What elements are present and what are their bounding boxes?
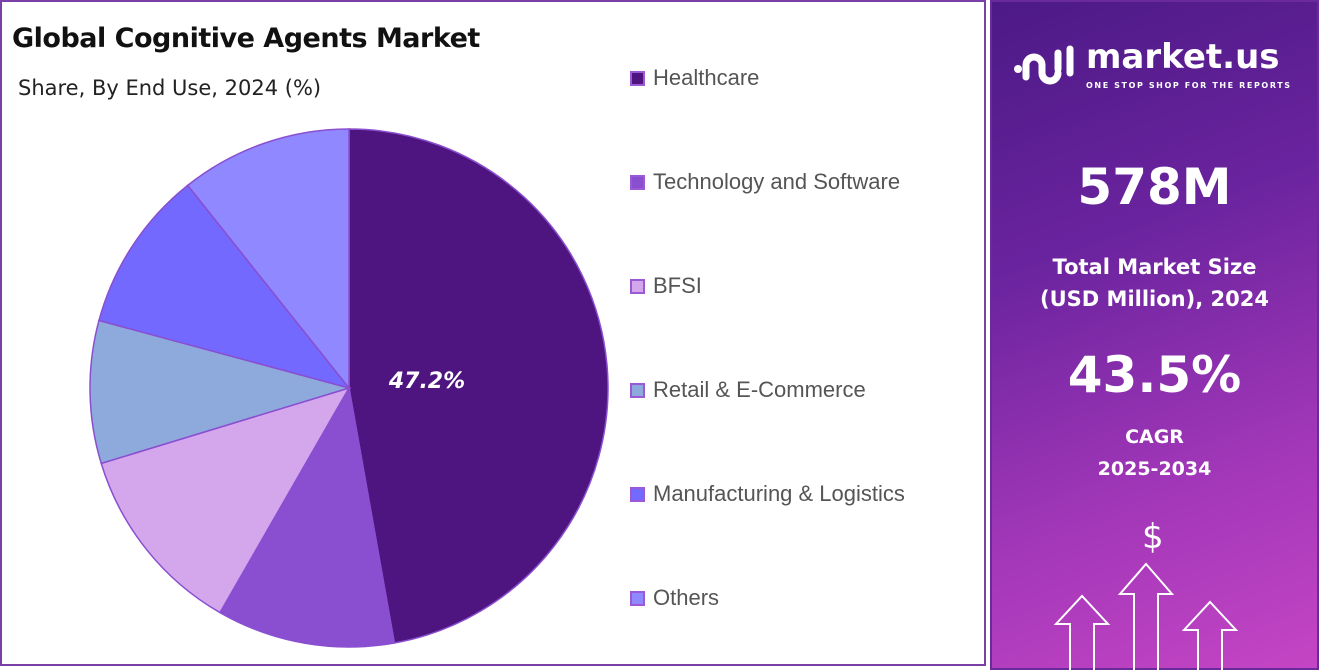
market-size-label: Total Market Size [1052,255,1257,279]
growth-arrows-icon [1053,562,1239,672]
legend-item: Healthcare [630,63,759,93]
legend-swatch [630,70,645,86]
legend-label: Technology and Software [653,169,901,194]
chart-subtitle: Share, By End Use, 2024 (%) [18,76,322,100]
legend-label: Others [653,585,720,610]
cagr-value: 43.5% [1067,346,1242,404]
legend-item: BFSI [630,271,702,301]
cagr-label: CAGR [1125,426,1184,448]
legend-label: BFSI [653,273,702,298]
pie-slice-others [186,128,350,391]
legend-item: Technology and Software [630,167,900,197]
legend-swatch [630,486,645,502]
brand-logo: market.us ONE STOP SHOP FOR THE REPORTS [1012,36,1292,92]
legend-label: Retail & E-Commerce [653,377,866,402]
market-size-label-2: (USD Million), 2024 [1040,287,1269,311]
stats-panel: market.us ONE STOP SHOP FOR THE REPORTS … [990,0,1319,672]
cagr-period: 2025-2034 [1097,458,1212,480]
legend-item: Others [630,583,719,613]
legend-label: Manufacturing & Logistics [653,481,905,506]
legend-swatch [630,278,645,294]
chart-panel: Global Cognitive Agents Market Share, By… [0,0,986,666]
brand-name: market.us [1086,37,1280,77]
pie-slice-bfsi [100,386,351,614]
brand-tagline: ONE STOP SHOP FOR THE REPORTS [1086,81,1292,90]
pie-slice-retail-e-commerce [89,319,352,465]
legend-swatch [630,382,645,398]
pie-slice-healthcare [348,128,609,644]
pie-chart: 47.2% [89,128,609,648]
dollar-icon: $ [1142,517,1164,557]
legend-swatch [630,590,645,606]
chart-title: Global Cognitive Agents Market [12,23,480,54]
legend-item: Retail & E-Commerce [630,375,866,405]
data-label-healthcare: 47.2% [388,369,465,394]
pie-slice-technology-and-software [218,385,396,648]
market-us-logo-icon [1014,45,1074,85]
legend-item: Manufacturing & Logistics [630,479,905,509]
pie-slice-manufacturing-logistics [98,184,352,390]
market-size-value: 578M [1077,158,1232,216]
legend-swatch [630,174,645,190]
legend-label: Healthcare [653,65,760,90]
